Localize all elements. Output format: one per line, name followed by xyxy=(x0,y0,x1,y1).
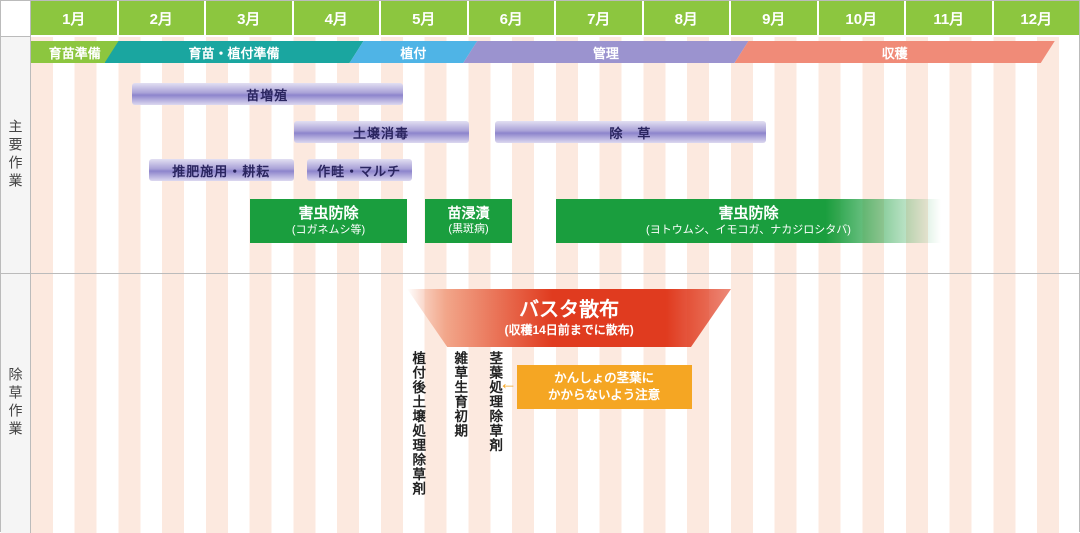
pest-control-box: 苗浸漬(黒斑病) xyxy=(425,199,513,243)
phase-bar: 育苗・植付準備 xyxy=(105,41,364,63)
red-callout-subtitle: (収穫14日前までに散布) xyxy=(504,323,633,339)
content-layer: 育苗準備育苗・植付準備植付管理収穫苗増殖土壌消毒 除 草推肥施用・耕耘作畦・マルチ… xyxy=(31,1,1079,531)
task-bar: 作畦・マルチ xyxy=(307,159,412,181)
vertical-label: 植付後土壌処理除草剤 xyxy=(407,351,427,496)
pest-control-box: 害虫防除(コガネムシ等) xyxy=(250,199,408,243)
row-label-main-tasks: 主要作業 xyxy=(1,37,31,273)
red-callout-title: バスタ散布 xyxy=(519,297,619,323)
vertical-label: 雑草生育初期 xyxy=(449,351,469,438)
task-bar: 除 草 xyxy=(495,121,766,143)
task-bar: 苗増殖 xyxy=(132,83,403,105)
green-box-subtitle: (ヨトウムシ、イモコガ、ナカジロシタバ) xyxy=(646,224,851,238)
green-box-title: 害虫防除 xyxy=(718,205,778,224)
phase-bar: 管理 xyxy=(463,41,748,63)
yellow-note-line: かんしょの茎葉に xyxy=(527,370,682,387)
task-bar: 土壌消毒 xyxy=(294,121,469,143)
green-box-title: 苗浸漬 xyxy=(448,205,490,223)
corner-cell xyxy=(1,1,31,37)
vertical-label: 茎葉処理除草剤 xyxy=(484,351,504,453)
green-box-title: 害虫防除 xyxy=(298,205,358,224)
green-box-subtitle: (黒斑病) xyxy=(448,223,488,237)
yellow-note-line: かからないよう注意 xyxy=(527,387,682,404)
phase-bar: 育苗準備 xyxy=(31,41,119,63)
gantt-chart: 1月2月3月4月5月6月7月8月9月10月11月12月 主要作業 除草作業 育苗… xyxy=(0,0,1080,532)
yellow-caution-note: かんしょの茎葉にかからないよう注意 xyxy=(517,365,692,409)
row-label-weed-tasks: 除草作業 xyxy=(1,273,31,533)
green-box-subtitle: (コガネムシ等) xyxy=(292,224,365,238)
pest-control-box: 害虫防除(ヨトウムシ、イモコガ、ナカジロシタバ) xyxy=(556,199,941,243)
phase-bar: 収穫 xyxy=(735,41,1055,63)
phase-bar: 植付 xyxy=(350,41,478,63)
red-callout: バスタ散布(収穫14日前までに散布) xyxy=(407,289,731,347)
task-bar: 推肥施用・耕耘 xyxy=(149,159,293,181)
